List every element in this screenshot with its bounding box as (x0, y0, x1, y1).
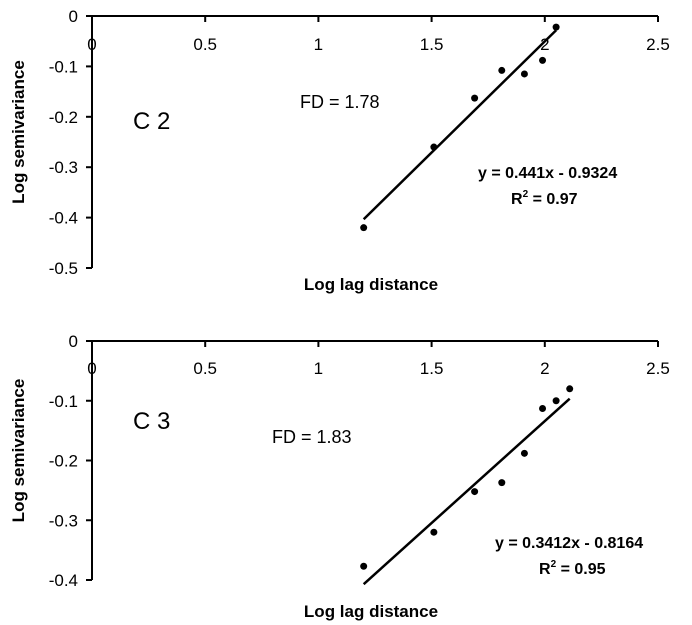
y-tick-label: -0.2 (49, 108, 78, 127)
x-tick-label: 2.5 (646, 359, 670, 378)
y-axis-title: Log semivariance (9, 379, 28, 523)
r-squared-superscript: 2 (551, 559, 557, 570)
x-tick-label: 1.5 (420, 35, 444, 54)
y-tick-label: 0 (69, 7, 78, 26)
data-point (430, 143, 438, 151)
data-point (498, 66, 506, 74)
y-axis-title: Log semivariance (9, 60, 28, 204)
x-tick-label: 0 (87, 35, 96, 54)
x-tick-label: 1 (314, 359, 323, 378)
data-point (552, 397, 560, 405)
x-tick-label: 2 (540, 359, 549, 378)
r-squared-value: = 0.97 (528, 191, 577, 208)
x-axis-title: Log lag distance (304, 602, 438, 621)
data-point (430, 528, 438, 536)
trendline (362, 29, 557, 221)
data-point (520, 449, 528, 457)
data-point (520, 70, 528, 78)
y-tick-label: 0 (69, 332, 78, 351)
r-squared-value: = 0.95 (556, 561, 605, 578)
panel-label: C 3 (133, 408, 170, 435)
r-squared: R2 = 0.97 (511, 189, 578, 208)
data-point (566, 385, 574, 393)
panel-c3: 0 0.5 1 1.5 2 2.5 0 -0.1 -0.2 -0.3 -0.4 Log lag dis… (9, 332, 670, 621)
x-tick-label: 0 (87, 359, 96, 378)
x-tick-label: 2 (540, 35, 549, 54)
panel-c2: 0 0.5 1 1.5 2 2.5 0 -0.1 -0.2 -0.3 -0.4 -0.5 Log lag… (9, 7, 670, 294)
r-squared-symbol: R (511, 191, 523, 208)
fd-annotation: FD = 1.83 (272, 427, 352, 447)
y-tick-label: -0.1 (49, 392, 78, 411)
r-squared: R2 = 0.95 (539, 559, 606, 578)
data-point (498, 479, 506, 487)
trendline (362, 397, 571, 586)
regression-equation: y = 0.441x - 0.9324 (478, 165, 617, 182)
y-tick-label: -0.1 (49, 57, 78, 76)
y-tick-label: -0.2 (49, 452, 78, 471)
y-tick-label: -0.3 (49, 511, 78, 530)
data-point (471, 94, 479, 102)
data-point (539, 405, 547, 413)
x-tick-label: 0.5 (193, 35, 217, 54)
fd-annotation: FD = 1.78 (300, 92, 380, 112)
data-point (360, 562, 368, 570)
data-point (552, 23, 560, 31)
data-point (360, 224, 368, 232)
x-tick-label: 1 (314, 35, 323, 54)
x-tick-label: 0.5 (193, 359, 217, 378)
x-tick-label: 2.5 (646, 35, 670, 54)
x-axis-title: Log lag distance (304, 275, 438, 294)
x-tick-label: 1.5 (420, 359, 444, 378)
r-squared-symbol: R (539, 561, 551, 578)
panel-label: C 2 (133, 108, 170, 135)
regression-equation: y = 0.3412x - 0.8164 (495, 535, 643, 552)
data-point (539, 56, 547, 64)
r-squared-superscript: 2 (523, 189, 529, 200)
data-point (471, 488, 479, 496)
y-tick-label: -0.5 (49, 259, 78, 278)
y-tick-label: -0.3 (49, 158, 78, 177)
y-tick-label: -0.4 (49, 209, 78, 228)
y-tick-label: -0.4 (49, 571, 78, 590)
